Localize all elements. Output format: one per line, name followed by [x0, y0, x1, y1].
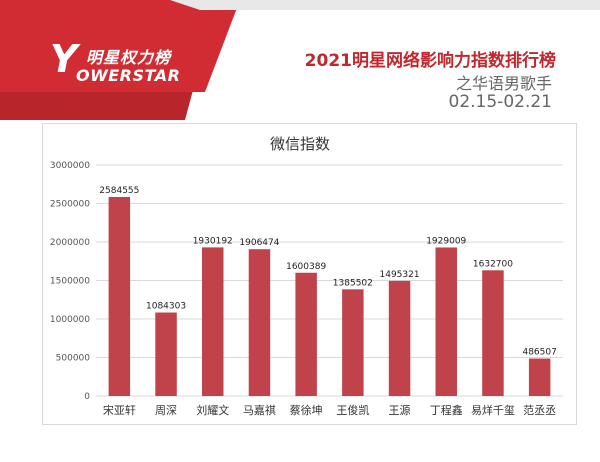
x-tick-label: 范丞丞 — [523, 403, 556, 417]
x-tick-label: 王源 — [389, 403, 411, 417]
data-label: 1632700 — [473, 259, 513, 269]
y-tick-label: 2500000 — [50, 200, 90, 210]
y-tick-label: 1500000 — [50, 277, 90, 287]
bar — [295, 272, 317, 396]
x-tick-label: 王俊凯 — [336, 403, 369, 417]
date-range: 02.15-02.21 — [448, 92, 552, 112]
bar — [155, 312, 177, 396]
banner-red-accent — [0, 0, 240, 92]
y-tick-label: 500000 — [56, 354, 91, 364]
x-tick-label: 宋亚轩 — [103, 403, 136, 417]
bar — [342, 289, 364, 396]
chart-title: 微信指数 — [269, 135, 330, 153]
x-tick-label: 丁程鑫 — [430, 403, 463, 417]
bar — [482, 270, 504, 396]
bar — [248, 249, 271, 396]
bar — [202, 247, 224, 396]
bar — [528, 358, 551, 396]
x-tick-label: 易烊千玺 — [471, 403, 515, 417]
data-label: 1930192 — [193, 236, 233, 246]
data-label: 1495321 — [380, 270, 420, 280]
data-label: 1385502 — [333, 278, 373, 288]
data-label: 1084303 — [146, 302, 186, 312]
x-tick-label: 刘耀文 — [196, 403, 229, 417]
logo-english: OWERSTAR — [76, 66, 181, 85]
y-tick-label: 3000000 — [50, 161, 90, 171]
data-label: 2584555 — [99, 186, 139, 196]
data-label: 486507 — [522, 348, 556, 358]
y-tick-label: 2000000 — [50, 238, 90, 248]
data-label: 1929009 — [426, 236, 466, 246]
x-tick-label: 蔡徐坤 — [290, 403, 323, 417]
x-tick-label: 周深 — [155, 404, 177, 417]
logo-chinese: 明星权力榜 — [86, 48, 172, 67]
bar — [388, 280, 411, 396]
page-subtitle: 之华语男歌手 — [455, 74, 552, 93]
bar — [435, 247, 457, 396]
data-label: 1906474 — [239, 238, 279, 248]
page-title: 2021明星网络影响力指数排行榜 — [304, 51, 556, 71]
y-tick-label: 1000000 — [50, 315, 90, 325]
data-label: 1600389 — [286, 262, 326, 272]
banner-gray-strip — [170, 0, 600, 10]
bar — [108, 196, 131, 396]
x-tick-label: 马嘉祺 — [243, 403, 276, 417]
logo-mark: Y — [50, 37, 78, 81]
y-tick-label: 0 — [84, 392, 90, 402]
